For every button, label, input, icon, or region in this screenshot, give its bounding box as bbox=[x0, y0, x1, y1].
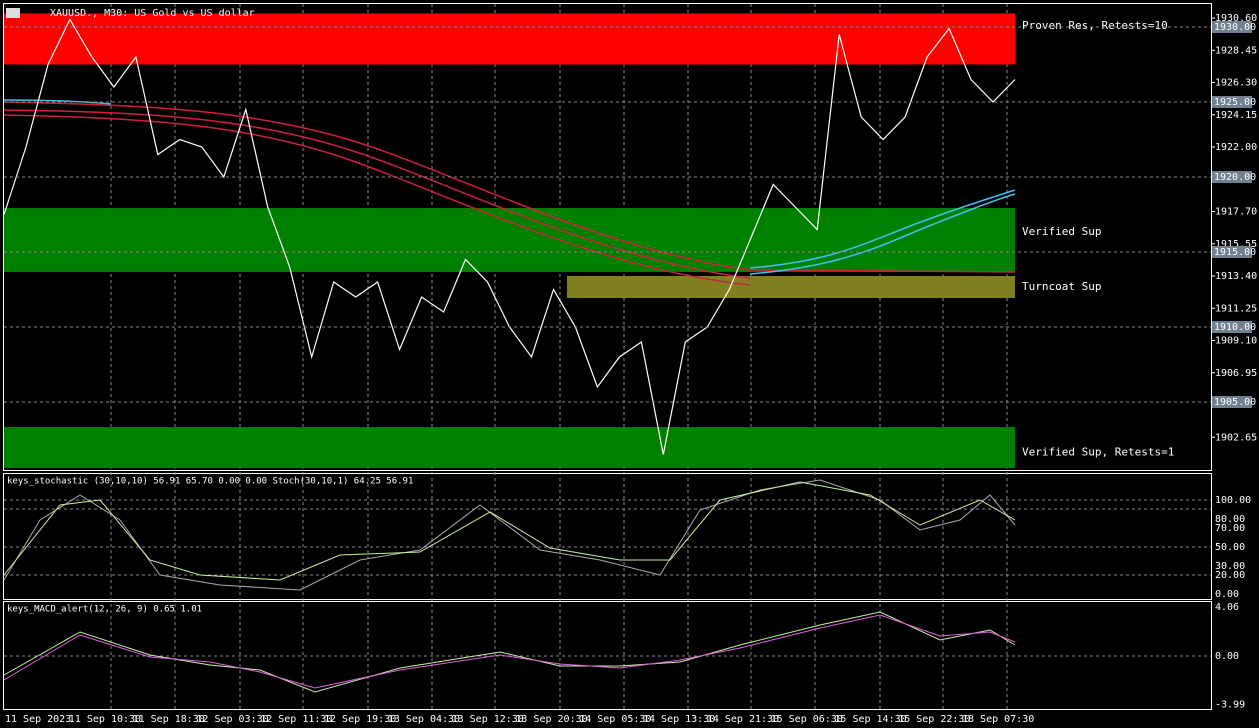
price-label: 1930.60 bbox=[1215, 13, 1257, 24]
price-label: 1913.40 bbox=[1215, 271, 1257, 282]
price-label: 1928.45 bbox=[1215, 45, 1257, 56]
price-label: 1926.30 bbox=[1215, 78, 1257, 89]
macd-label: 0.00 bbox=[1215, 651, 1239, 662]
level-label: 1910.00 bbox=[1214, 322, 1256, 333]
price-label: 1922.00 bbox=[1215, 142, 1257, 153]
level-box bbox=[1212, 171, 1252, 183]
zone bbox=[567, 276, 1015, 299]
time-label: 15 Sep 22:30 bbox=[898, 714, 970, 725]
macd-label: 4.06 bbox=[1215, 602, 1239, 613]
time-label: 15 Sep 14:30 bbox=[834, 714, 906, 725]
level-label: 1920.00 bbox=[1214, 172, 1256, 183]
time-label: 14 Sep 13:30 bbox=[643, 714, 715, 725]
time-label: 13 Sep 20:30 bbox=[515, 714, 587, 725]
zone bbox=[4, 427, 1015, 468]
price-label: 1911.25 bbox=[1215, 303, 1257, 314]
stoch-label: 30.00 bbox=[1215, 561, 1245, 572]
chart-title: XAUUSD., M30: US Gold vs US dollar bbox=[50, 8, 255, 19]
moving-averages bbox=[3, 99, 1016, 286]
price-label: 1917.70 bbox=[1215, 207, 1257, 218]
level-label: 1905.00 bbox=[1214, 397, 1256, 408]
time-label: 13 Sep 12:30 bbox=[452, 714, 524, 725]
zone-label: Turncoat Sup bbox=[1022, 280, 1101, 293]
time-label: 12 Sep 11:30 bbox=[260, 714, 332, 725]
macd-title: keys_MACD_alert(12, 26, 9) 0.65 1.01 bbox=[7, 605, 202, 615]
menu-icon[interactable] bbox=[6, 8, 20, 18]
time-label: 11 Sep 10:30 bbox=[69, 714, 141, 725]
time-grid bbox=[4, 4, 1211, 710]
time-label: 11 Sep 2023 bbox=[5, 714, 71, 725]
zone-label: Proven Res, Retests=10 bbox=[1022, 19, 1168, 32]
macd-label: -3.99 bbox=[1215, 699, 1245, 710]
time-label: 12 Sep 19:30 bbox=[324, 714, 396, 725]
time-label: 12 Sep 03:30 bbox=[196, 714, 268, 725]
zone bbox=[4, 13, 1015, 65]
level-box bbox=[1212, 21, 1252, 33]
price-label: 1915.55 bbox=[1215, 239, 1257, 250]
stoch-label: 100.00 bbox=[1215, 495, 1251, 506]
time-label: 11 Sep 18:30 bbox=[133, 714, 205, 725]
level-label: 1930.00 bbox=[1214, 22, 1256, 33]
level-box bbox=[1212, 321, 1252, 333]
stochastic-lines bbox=[3, 479, 1016, 591]
stoch-label: 20.00 bbox=[1215, 570, 1245, 581]
time-label: 18 Sep 07:30 bbox=[962, 714, 1034, 725]
level-label: 1925.00 bbox=[1214, 97, 1256, 108]
price-label: 1906.95 bbox=[1215, 368, 1257, 379]
zone bbox=[4, 208, 1015, 272]
price-label: 1909.10 bbox=[1215, 336, 1257, 347]
price-label: 1902.65 bbox=[1215, 432, 1257, 443]
stoch-label: 50.00 bbox=[1215, 542, 1245, 553]
level-box bbox=[1212, 96, 1252, 108]
level-box bbox=[1212, 246, 1252, 258]
frames bbox=[3, 3, 1212, 710]
stoch-label: 0.00 bbox=[1215, 589, 1239, 600]
stoch-label: 80.00 bbox=[1215, 514, 1245, 525]
zone-label: Verified Sup, Retests=1 bbox=[1022, 446, 1174, 459]
time-label: 14 Sep 05:30 bbox=[579, 714, 651, 725]
zone-label: Verified Sup bbox=[1022, 225, 1101, 238]
stochastic-title: keys_stochastic (30,10,10) 56.91 65.70 0… bbox=[7, 477, 413, 487]
level-box bbox=[1212, 396, 1252, 408]
time-label: 13 Sep 04:30 bbox=[388, 714, 460, 725]
stoch-label: 70.00 bbox=[1215, 523, 1245, 534]
macd-lines bbox=[3, 611, 1016, 693]
level-label: 1915.00 bbox=[1214, 247, 1256, 258]
price-label: 1924.15 bbox=[1215, 110, 1257, 121]
time-label: 15 Sep 06:30 bbox=[771, 714, 843, 725]
time-label: 14 Sep 21:30 bbox=[707, 714, 779, 725]
